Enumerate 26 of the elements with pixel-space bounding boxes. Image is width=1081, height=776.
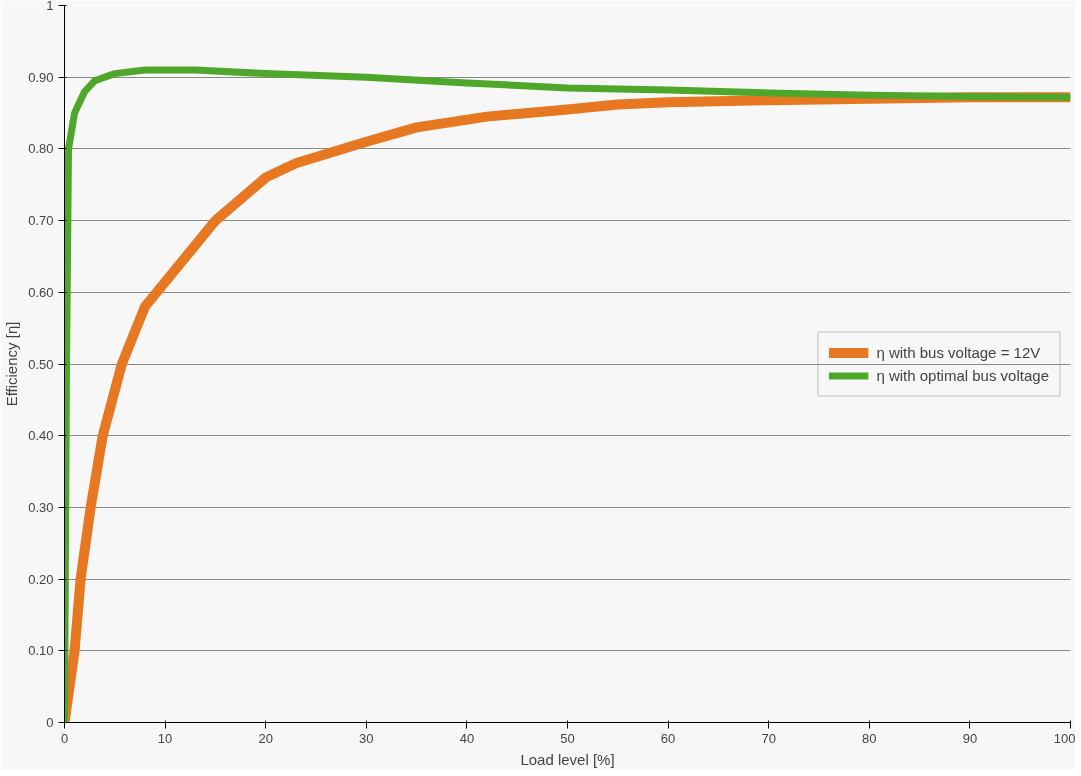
y-tick-label: 0.10 (28, 643, 54, 659)
x-tick-label: 50 (560, 730, 575, 746)
x-tick-label: 10 (157, 730, 173, 746)
y-tick-label: 0.50 (28, 356, 54, 372)
y-tick-label: 0.40 (28, 428, 54, 444)
x-tick-label: 40 (459, 730, 475, 746)
legend-label: η with optimal bus voltage (876, 366, 1049, 384)
y-tick-label: 0.70 (28, 213, 54, 229)
x-tick-label: 60 (660, 730, 676, 746)
y-tick-label: 0.80 (28, 141, 54, 157)
y-tick-label: 1 (46, 0, 54, 13)
x-tick-label: 30 (359, 730, 374, 746)
x-tick-label: 20 (258, 730, 273, 746)
legend-label: η with bus voltage = 12V (876, 343, 1041, 361)
y-tick-label: 0.90 (28, 69, 54, 85)
x-tick-label: 70 (761, 730, 776, 746)
x-tick-label: 0 (60, 730, 69, 746)
y-tick-label: 0 (46, 715, 54, 730)
y-tick-label: 0.30 (28, 499, 54, 515)
y-tick-label: 0.60 (28, 284, 54, 300)
y-axis-title: Efficiency [η] (3, 321, 21, 407)
x-tick-label: 100 (1053, 730, 1076, 746)
x-tick-label: 80 (862, 730, 877, 746)
y-tick-label: 0.20 (28, 571, 54, 587)
x-tick-label: 90 (962, 730, 978, 746)
x-axis-title: Load level [%] (520, 750, 615, 768)
